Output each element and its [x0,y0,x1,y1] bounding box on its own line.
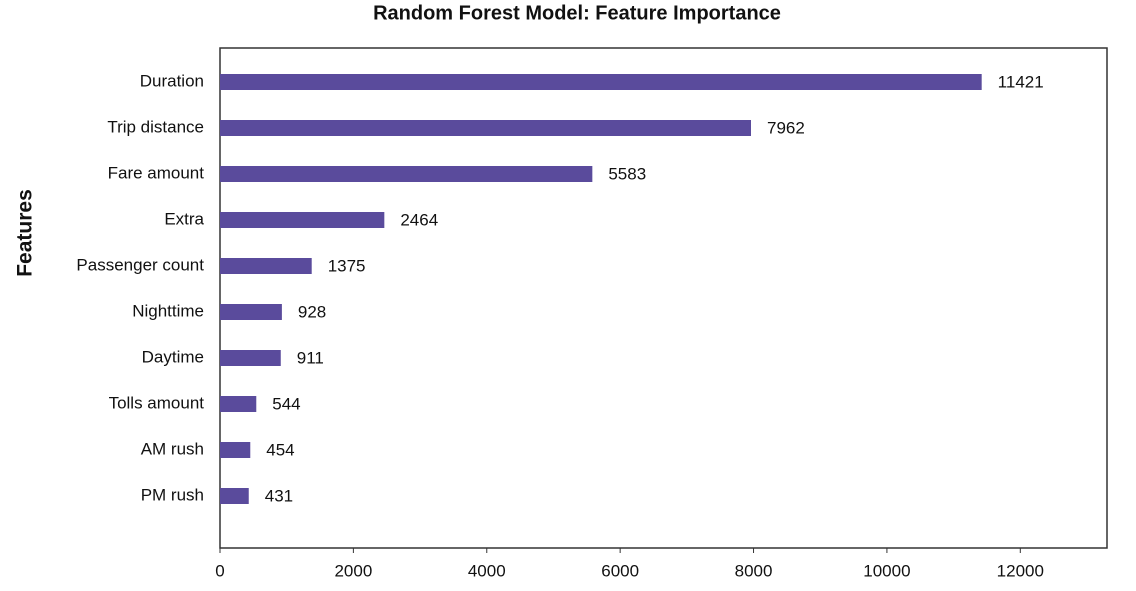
y-tick-label: Trip distance [107,117,204,136]
value-label: 911 [297,348,324,367]
bar [220,488,249,504]
x-tick-label: 10000 [863,561,910,580]
bar [220,74,982,90]
bar [220,212,385,228]
bar [220,442,251,458]
y-tick-label: Tolls amount [109,393,205,412]
value-label: 431 [265,486,293,505]
value-label: 5583 [608,164,646,183]
y-tick-label: Duration [140,71,204,90]
x-tick-label: 4000 [468,561,506,580]
bar [220,258,312,274]
value-label: 2464 [400,210,438,229]
value-label: 454 [266,440,294,459]
bar [220,166,593,182]
y-tick-label: Fare amount [108,163,205,182]
x-tick-label: 8000 [735,561,773,580]
bar [220,350,281,366]
y-tick-label: Nighttime [132,301,204,320]
x-tick-label: 6000 [601,561,639,580]
y-tick-label: Passenger count [76,255,204,274]
y-tick-label: Daytime [142,347,204,366]
y-tick-label: PM rush [141,485,204,504]
y-axis-label: Features [14,189,37,277]
value-label: 11421 [998,72,1044,91]
y-tick-label: AM rush [141,439,204,458]
bar [220,396,257,412]
bar [220,120,751,136]
x-tick-label: 0 [215,561,224,580]
value-label: 544 [272,394,300,413]
value-label: 7962 [767,118,805,137]
y-tick-label: Extra [164,209,204,228]
chart-title: Random Forest Model: Feature Importance [373,2,781,24]
x-tick-label: 12000 [997,561,1044,580]
value-label: 1375 [328,256,366,275]
plot-frame [219,47,1108,549]
x-tick-label: 2000 [334,561,372,580]
bar [220,304,282,320]
value-label: 928 [298,302,326,321]
